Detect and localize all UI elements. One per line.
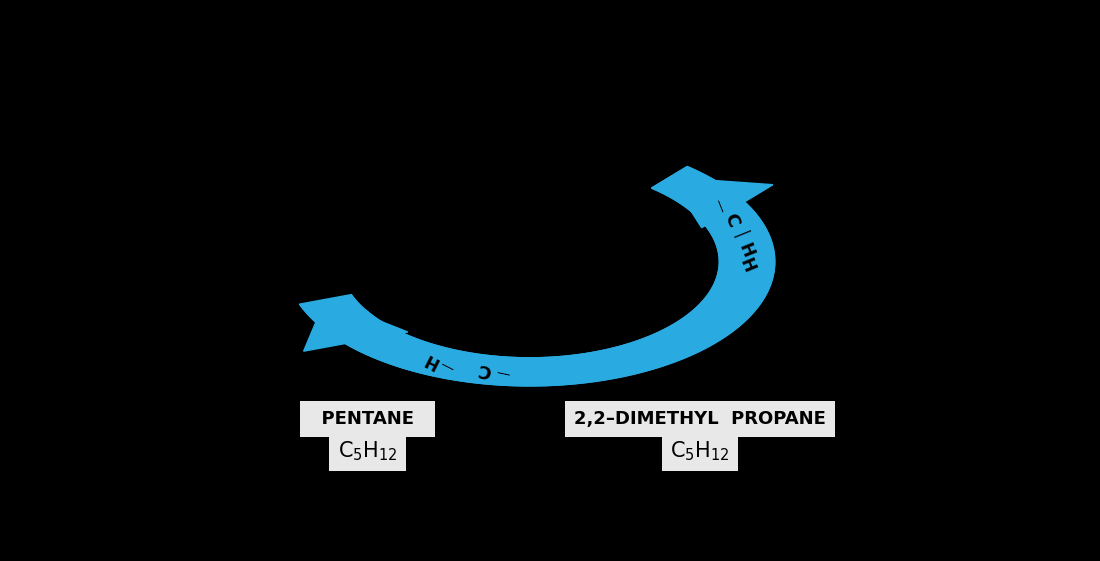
Text: —: — [439, 355, 458, 373]
Text: $\mathsf{C_5H_{12}}$: $\mathsf{C_5H_{12}}$ [670, 439, 730, 463]
Polygon shape [304, 300, 408, 351]
Text: —: — [708, 197, 727, 215]
Text: H: H [420, 349, 441, 371]
Text: H: H [735, 241, 757, 260]
Polygon shape [299, 167, 774, 386]
Text: PENTANE: PENTANE [309, 411, 427, 429]
Polygon shape [670, 177, 773, 228]
Text: |: | [732, 229, 750, 241]
Polygon shape [318, 167, 774, 386]
Text: 2,2–DIMETHYL  PROPANE: 2,2–DIMETHYL PROPANE [574, 411, 826, 429]
Text: $\mathsf{C_5H_{12}}$: $\mathsf{C_5H_{12}}$ [338, 439, 397, 463]
Text: —: — [495, 363, 512, 379]
Text: H: H [736, 256, 758, 275]
Text: C: C [720, 211, 742, 230]
Text: C: C [476, 359, 493, 380]
